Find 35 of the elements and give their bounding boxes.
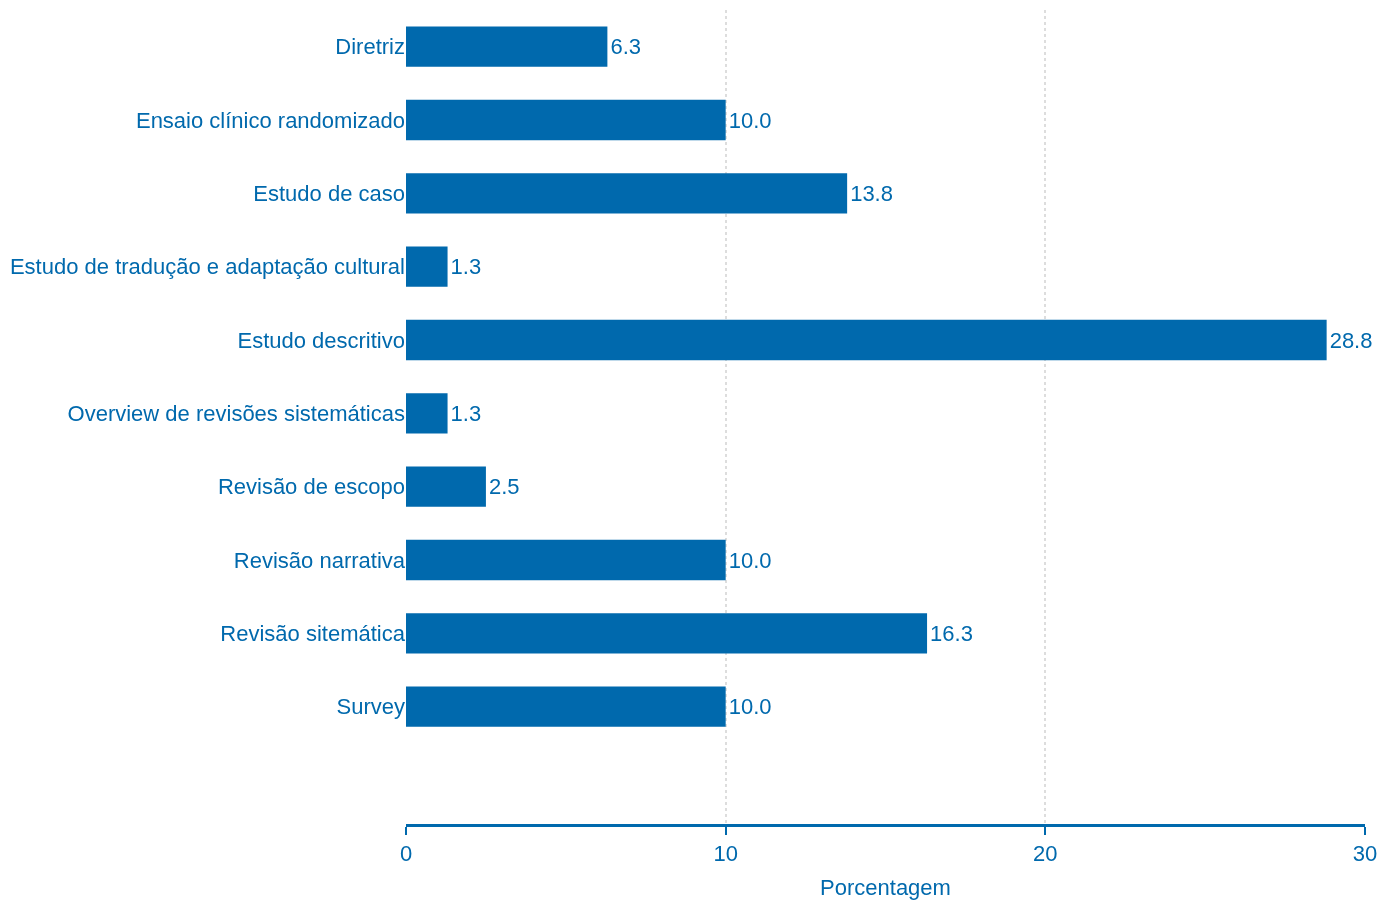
y-tick-label: Estudo de tradução e adaptação cultural: [9, 254, 405, 280]
data-label: 10.0: [728, 107, 772, 133]
bar: [406, 246, 448, 287]
bar: [406, 173, 848, 214]
data-label: 16.3: [930, 620, 973, 646]
x-tick-label: 20: [1033, 841, 1058, 867]
x-tick-label: 30: [1352, 841, 1378, 867]
data-label: 1.3: [450, 254, 482, 280]
y-tick-label: Revisão sitemática: [220, 621, 406, 647]
y-tick-label: Survey: [336, 694, 405, 720]
data-label: 10.0: [728, 694, 772, 720]
data-label: 13.8: [850, 180, 893, 206]
data-label: 6.3: [610, 34, 641, 60]
bar: [406, 613, 928, 654]
y-tick-label: Estudo descritivo: [237, 327, 405, 353]
data-label: 1.3: [450, 400, 482, 426]
x-axis-title: Porcentagem: [820, 875, 951, 901]
y-tick-label: Revisão narrativa: [233, 547, 406, 573]
y-tick-label: Diretriz: [335, 34, 405, 60]
x-tick-label: 10: [713, 841, 738, 867]
y-tick-label: Ensaio clínico randomizado: [135, 107, 405, 133]
data-label: 2.5: [488, 474, 520, 500]
data-label: 28.8: [1329, 327, 1373, 353]
bar: [406, 539, 726, 581]
bar: [406, 26, 608, 67]
bar: [406, 393, 448, 434]
bar: [406, 99, 726, 141]
data-label: 10.0: [728, 547, 772, 573]
bar: [406, 686, 726, 727]
y-tick-label: Revisão de escopo: [217, 474, 405, 500]
x-tick-label: 0: [399, 841, 413, 867]
bar: [406, 466, 486, 507]
bar: [406, 319, 1327, 361]
y-tick-label: Estudo de caso: [253, 181, 405, 207]
y-tick-label: Overview de revisões sistemáticas: [67, 401, 405, 427]
